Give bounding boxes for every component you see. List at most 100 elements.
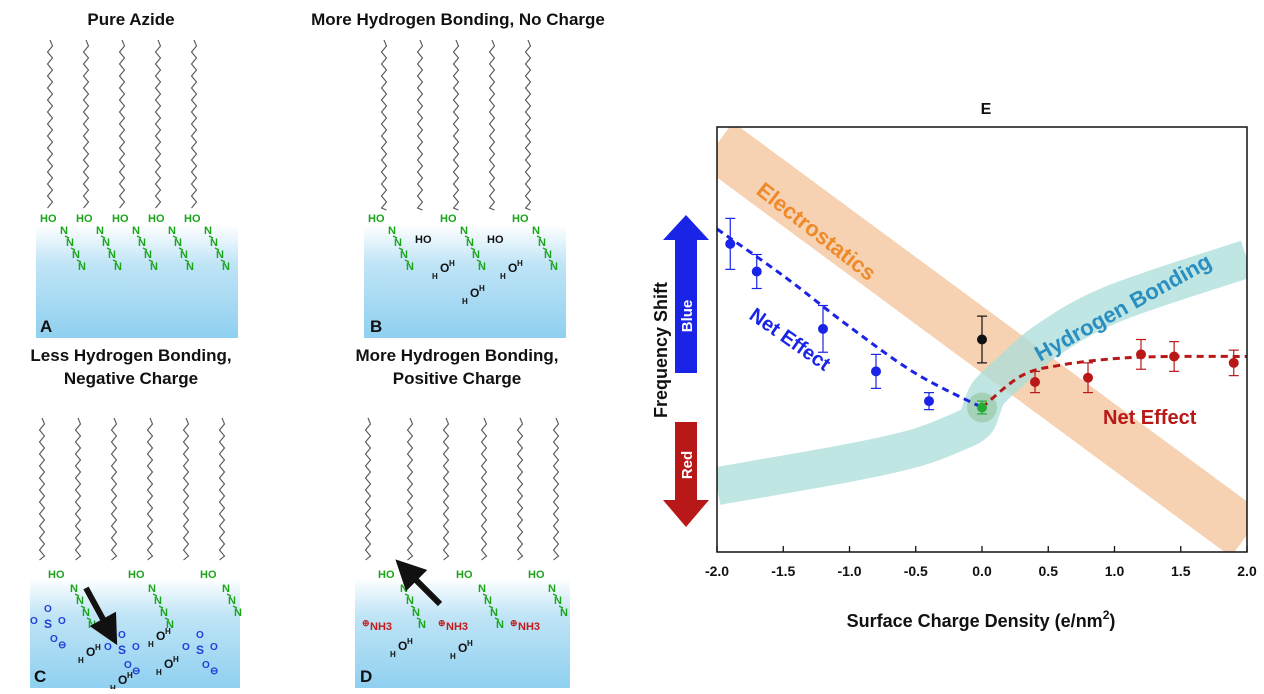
positive-charge: ⊕ (362, 618, 370, 628)
data-point (1030, 377, 1040, 387)
nitrogen-atom: N (548, 583, 556, 595)
data-point (1136, 349, 1146, 360)
nitrogen-atom: N (538, 237, 546, 249)
hydroxyl-group: HO (128, 569, 145, 581)
panel-d: More Hydrogen Bonding, Positive Charge H… (355, 346, 570, 688)
hydroxyl-group: HO (112, 213, 129, 225)
nitrogen-atom: N (154, 595, 162, 607)
hydroxyl-group: HO (148, 213, 165, 225)
alkyl-chain (110, 417, 118, 561)
ammonium-group: ⊕ NH3 (438, 618, 468, 633)
alkyl-chain (452, 39, 460, 211)
bond (70, 247, 76, 251)
sulfonate-oxygen: O (118, 630, 126, 641)
nitrogen-atom: N (394, 237, 402, 249)
nitrogen-atom: N (216, 249, 224, 261)
bond (232, 605, 238, 609)
alkyl-chain (38, 417, 46, 561)
nitrogen-atom: N (160, 607, 168, 619)
water-hydrogen: H (500, 272, 506, 281)
bond (548, 259, 554, 263)
x-tick-label: -0.5 (904, 563, 928, 579)
nitrogen-atom: N (222, 261, 230, 273)
bond (184, 259, 190, 263)
water-hydrogen: H (156, 668, 162, 677)
alkyl-chain (364, 417, 372, 561)
water-hydrogen: H (517, 259, 523, 268)
nitrogen-atom: N (484, 595, 492, 607)
nitrogen-atom: N (460, 225, 468, 237)
panel-a-letter: A (40, 317, 52, 336)
water-oxygen: O (440, 261, 449, 275)
blue-arrow-label: Blue (679, 300, 696, 333)
nitrogen-atom: N (66, 237, 74, 249)
bond (172, 235, 178, 239)
nitrogen-atom: N (148, 583, 156, 595)
sulfonate-oxygen: O (202, 660, 210, 671)
ammonium-label: NH3 (370, 621, 392, 633)
alkyl-chain (516, 417, 524, 561)
water-hydrogen: H (479, 284, 485, 293)
water-oxygen: O (470, 286, 479, 300)
bond (142, 247, 148, 251)
bond (100, 235, 106, 239)
x-axis-ticks: -2.0 -1.5 -1.0 -0.5 0.0 0.5 1.0 1.5 2.0 (705, 546, 1257, 579)
bond (494, 617, 500, 621)
hydroxyl-group: HO (48, 569, 65, 581)
bond (536, 235, 542, 239)
chart-title: E (981, 101, 992, 118)
panel-d-title-line2: Positive Charge (393, 369, 522, 388)
bond (208, 235, 214, 239)
negative-charge: ⊖ (210, 666, 218, 677)
nitrogen-atom: N (166, 619, 174, 631)
nitrogen-atom: N (478, 583, 486, 595)
water-oxygen: O (118, 673, 127, 687)
water-oxygen: O (458, 641, 467, 655)
nitrogen-atom: N (222, 583, 230, 595)
bond (106, 247, 112, 251)
data-point (725, 238, 736, 249)
x-tick-label: -1.0 (837, 563, 861, 579)
water-hydrogen: H (450, 652, 456, 661)
nitrogen-atom: N (108, 249, 116, 261)
hydroxyl-group: HO (512, 213, 529, 225)
panel-c-push-arrow (83, 586, 118, 646)
sulfonate-oxygen: O (210, 642, 218, 653)
water-molecule: OH H (156, 655, 179, 677)
sulfonate-oxygen: O (132, 642, 140, 653)
nitrogen-atom: N (102, 237, 110, 249)
alkyl-chain (488, 39, 496, 211)
ammonium-group: ⊕ NH3 (362, 618, 392, 633)
nitrogen-atom: N (228, 595, 236, 607)
alkyl-chain (218, 417, 226, 561)
nitrogen-atom: N (78, 261, 86, 273)
net-effect-label-negative: Net Effect (745, 304, 834, 376)
bond (398, 247, 404, 251)
bond (476, 259, 482, 263)
water-hydrogen: H (407, 637, 413, 646)
panel-a-liquid (36, 225, 238, 338)
water-hydrogen: H (449, 259, 455, 268)
panel-b-letter: B (370, 317, 382, 336)
sulfur-atom: S (196, 643, 204, 657)
nitrogen-atom: N (550, 261, 558, 273)
panel-d-chains (364, 417, 560, 561)
bond (152, 593, 158, 597)
water-molecule: OH H (78, 643, 101, 665)
positive-charge: ⊕ (510, 618, 518, 628)
x-tick-label: 0.0 (972, 563, 992, 579)
alkyl-chain (552, 417, 560, 561)
water-molecule: OH H (432, 259, 455, 281)
bond (482, 593, 488, 597)
bond (178, 247, 184, 251)
azide-group: NNN (548, 583, 568, 619)
sulfonate-oxygen: O (182, 642, 190, 653)
nitrogen-atom: N (204, 225, 212, 237)
bond (558, 605, 564, 609)
